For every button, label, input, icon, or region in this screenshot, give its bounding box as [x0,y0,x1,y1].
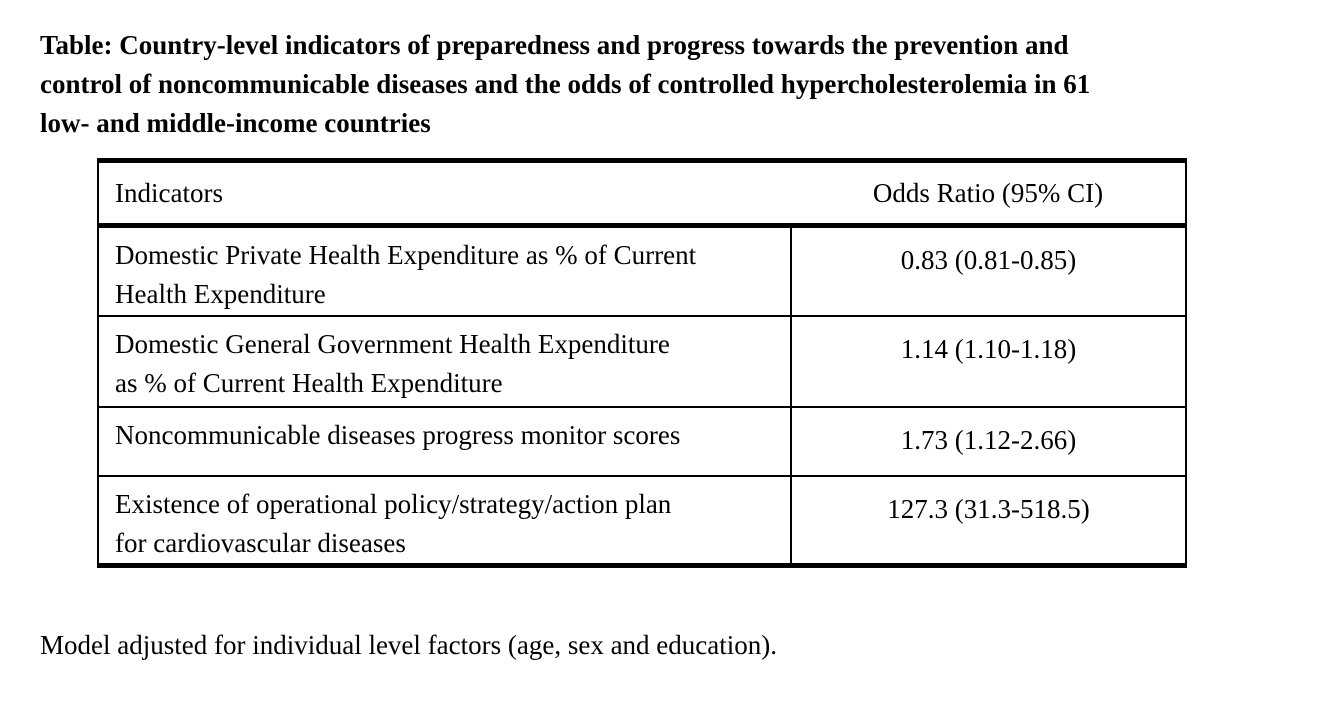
column-header-indicators: Indicators [98,160,791,228]
indicator-cell: Domestic Private Health Expenditure as %… [98,225,792,317]
table-title: Table: Country-level indicators of prepa… [40,26,1090,143]
odds-ratio-cell: 1.73 (1.12-2.66) [791,406,1186,477]
odds-ratio-cell: 1.14 (1.10-1.18) [791,315,1186,408]
table-title-line-3: low- and middle-income countries [40,108,431,138]
table-footnote: Model adjusted for individual level fact… [40,630,778,660]
table-row: Existence of operational policy/strategy… [98,475,1186,566]
column-header-odds-ratio: Odds Ratio (95% CI) [791,160,1186,228]
table-row: Noncommunicable diseases progress monito… [98,406,1186,477]
table-header-row: Indicators Odds Ratio (95% CI) [98,160,1186,228]
odds-ratio-cell: 0.83 (0.81-0.85) [791,225,1186,317]
table-title-line-1: Table: Country-level indicators of prepa… [40,30,1069,60]
indicator-text-line: Existence of operational policy/strategy… [115,488,672,519]
table-row: Domestic General Government Health Expen… [98,315,1186,408]
indicator-cell: Domestic General Government Health Expen… [98,315,792,408]
indicator-text-line: for cardiovascular diseases [115,527,406,558]
indicator-text-line: as % of Current Health Expenditure [115,367,503,398]
table-row: Domestic Private Health Expenditure as %… [98,225,1186,317]
indicator-text-line: Health Expenditure [115,279,326,309]
odds-ratio-table: Indicators Odds Ratio (95% CI) Domestic … [97,158,1187,568]
indicator-text-line: Domestic General Government Health Expen… [115,328,670,359]
odds-ratio-cell: 127.3 (31.3-518.5) [887,493,1090,524]
indicator-text-line: Noncommunicable diseases progress monito… [115,419,681,450]
indicator-cell: Noncommunicable diseases progress monito… [98,406,792,477]
indicator-text-line: Domestic Private Health Expenditure as %… [115,240,697,270]
indicator-cell: Existence of operational policy/strategy… [98,475,792,566]
table-title-line-2: control of noncommunicable diseases and … [40,69,1091,99]
